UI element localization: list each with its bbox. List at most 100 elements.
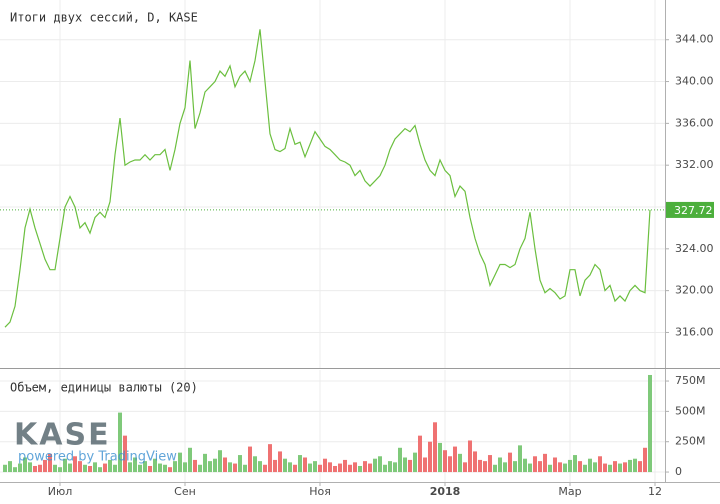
volume-bar <box>113 464 117 473</box>
volume-bar <box>383 464 387 473</box>
volume-bar <box>353 462 357 473</box>
volume-bar <box>88 465 92 473</box>
volume-bar <box>533 456 537 473</box>
y-tick-label: 332.00 <box>675 158 714 171</box>
volume-bar <box>293 464 297 473</box>
volume-bar <box>223 457 227 473</box>
y-tick-label: 340.00 <box>675 75 714 88</box>
volume-bar <box>418 435 422 473</box>
volume-bar <box>73 456 77 473</box>
volume-bar <box>268 444 272 473</box>
volume-bar <box>638 461 642 473</box>
volume-bar <box>518 445 522 473</box>
volume-bar <box>563 463 567 473</box>
volume-bar <box>303 457 307 473</box>
price-line <box>4 29 651 328</box>
volume-bar <box>13 467 17 473</box>
volume-bar <box>43 459 47 473</box>
x-tick-label: 12 <box>648 485 662 498</box>
volume-bar <box>318 464 322 473</box>
volume-bar <box>393 462 397 473</box>
volume-bar <box>38 464 42 473</box>
volume-bar <box>613 461 617 473</box>
volume-bar <box>473 451 477 473</box>
volume-bar <box>48 453 52 473</box>
volume-bar <box>618 463 622 473</box>
volume-bar <box>148 465 152 473</box>
volume-bar <box>108 459 112 473</box>
y-tick-label: 250M <box>675 435 706 448</box>
y-tick-label: 336.00 <box>675 116 714 129</box>
volume-bar <box>633 458 637 473</box>
volume-bar <box>263 464 267 473</box>
volume-bar <box>188 447 192 473</box>
volume-bar <box>433 422 437 473</box>
volume-bar <box>348 464 352 473</box>
volume-bar <box>18 463 22 473</box>
volume-bar <box>258 461 262 473</box>
volume-bar <box>333 465 337 473</box>
volume-bar <box>203 453 207 473</box>
volume-bar <box>248 446 252 473</box>
volume-bar <box>373 458 377 473</box>
volume-bar <box>63 458 67 473</box>
volume-bar <box>98 467 102 473</box>
volume-bar <box>158 463 162 473</box>
volume-bar <box>193 459 197 473</box>
volume-bar <box>163 464 167 473</box>
y-tick-label: 324.00 <box>675 242 714 255</box>
volume-bar <box>623 462 627 473</box>
volume-bar <box>8 461 12 473</box>
volume-bar <box>458 453 462 473</box>
volume-bar <box>243 464 247 473</box>
volume-bar <box>438 442 442 473</box>
volume-bar <box>183 462 187 473</box>
volume-bar <box>273 459 277 473</box>
volume-bar <box>143 461 147 473</box>
x-tick-label: Июл <box>48 485 73 498</box>
x-tick-label: Мар <box>558 485 581 498</box>
volume-bar <box>593 462 597 473</box>
volume-bar <box>288 462 292 473</box>
volume-bar <box>643 447 647 473</box>
last-price-label: 327.72 <box>674 204 713 217</box>
volume-bar <box>28 462 32 473</box>
volume-bar <box>583 464 587 473</box>
volume-bar <box>208 461 212 473</box>
volume-bar <box>238 455 242 473</box>
volume-bar <box>513 461 517 473</box>
volume-bar <box>603 463 607 473</box>
volume-bar <box>463 462 467 473</box>
volume-bar <box>3 464 7 473</box>
logo: KASE <box>14 418 111 453</box>
volume-bar <box>523 458 527 473</box>
volume-bar <box>218 450 222 473</box>
volume-bar <box>528 463 532 473</box>
volume-bar <box>478 459 482 473</box>
volume-bar <box>578 461 582 473</box>
volume-bar <box>573 455 577 473</box>
volume-bar <box>508 452 512 473</box>
volume-bar <box>83 464 87 473</box>
volume-bar <box>538 461 542 473</box>
volume-bar <box>448 456 452 473</box>
volume-bar <box>153 458 157 473</box>
watermark: powered by TradingView <box>18 450 177 465</box>
volume-bar <box>568 459 572 473</box>
volume-bar <box>403 457 407 473</box>
volume-bar <box>648 374 652 473</box>
volume-bar <box>253 456 257 473</box>
volume-bar <box>388 461 392 473</box>
marks <box>0 29 665 473</box>
volume-bar <box>168 467 172 473</box>
volume-bar <box>358 465 362 473</box>
volume-bar <box>543 453 547 473</box>
y-tick-label: 344.00 <box>675 33 714 46</box>
volume-bar <box>628 459 632 473</box>
overlay: 316.00320.00324.00328.00332.00336.00340.… <box>48 33 714 498</box>
x-tick-label: Сен <box>174 485 196 498</box>
y-tick-label: 320.00 <box>675 284 714 297</box>
volume-bar <box>53 464 57 473</box>
volume-bar <box>408 459 412 473</box>
volume-bar <box>173 461 177 473</box>
